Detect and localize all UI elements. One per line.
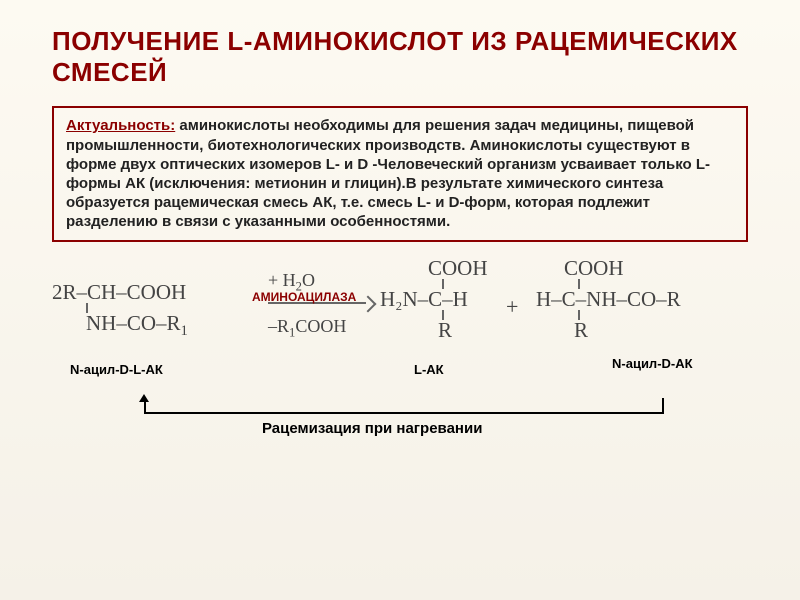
- racemization-arrow: [144, 398, 664, 418]
- racemization-label: Рацемизация при нагревании: [262, 420, 482, 437]
- slide: ПОЛУЧЕНИЕ L-АМИНОКИСЛОТ ИЗ РАЦЕМИЧЕСКИХ …: [0, 0, 800, 600]
- product1-structure: COOH H₂N–C–H R: [380, 258, 488, 341]
- slide-title: ПОЛУЧЕНИЕ L-АМИНОКИСЛОТ ИЗ РАЦЕМИЧЕСКИХ …: [52, 26, 748, 88]
- product2-structure: COOH H–C–NH–CO–R R: [536, 258, 681, 341]
- p2-line1: COOH: [564, 258, 681, 279]
- arrow-head-icon: [360, 295, 377, 312]
- relevance-box: Актуальность: аминокислоты необходимы дл…: [52, 106, 748, 241]
- relevance-label: Актуальность:: [66, 117, 175, 134]
- reactant-line1: 2R–CH–COOH: [52, 282, 188, 303]
- chemical-equation: 2R–CH–COOH NH–CO–R1 + H2O –R1COOH АМИНОА…: [52, 256, 748, 516]
- arrow-up-icon: [139, 394, 149, 402]
- plus-sign: +: [506, 294, 518, 320]
- p1-line2: H₂N–C–H: [380, 289, 488, 310]
- acid-out: –R1COOH: [268, 316, 346, 341]
- product2-label: N-ацил-D-АК: [612, 356, 693, 371]
- p1-line1: COOH: [428, 258, 488, 279]
- product1-label: L-АК: [414, 362, 444, 377]
- p1-line3: R: [438, 320, 488, 341]
- reactant-label: N-ацил-D-L-АК: [70, 362, 163, 377]
- reactant-line2: NH–CO–R1: [86, 313, 188, 339]
- p2-line2: H–C–NH–CO–R: [536, 289, 681, 310]
- enzyme-label: АМИНОАЦИЛАЗА: [252, 290, 356, 304]
- reactant-structure: 2R–CH–COOH NH–CO–R1: [52, 282, 188, 339]
- p2-line3: R: [574, 320, 681, 341]
- reaction-conditions: + H2O –R1COOH: [268, 270, 346, 341]
